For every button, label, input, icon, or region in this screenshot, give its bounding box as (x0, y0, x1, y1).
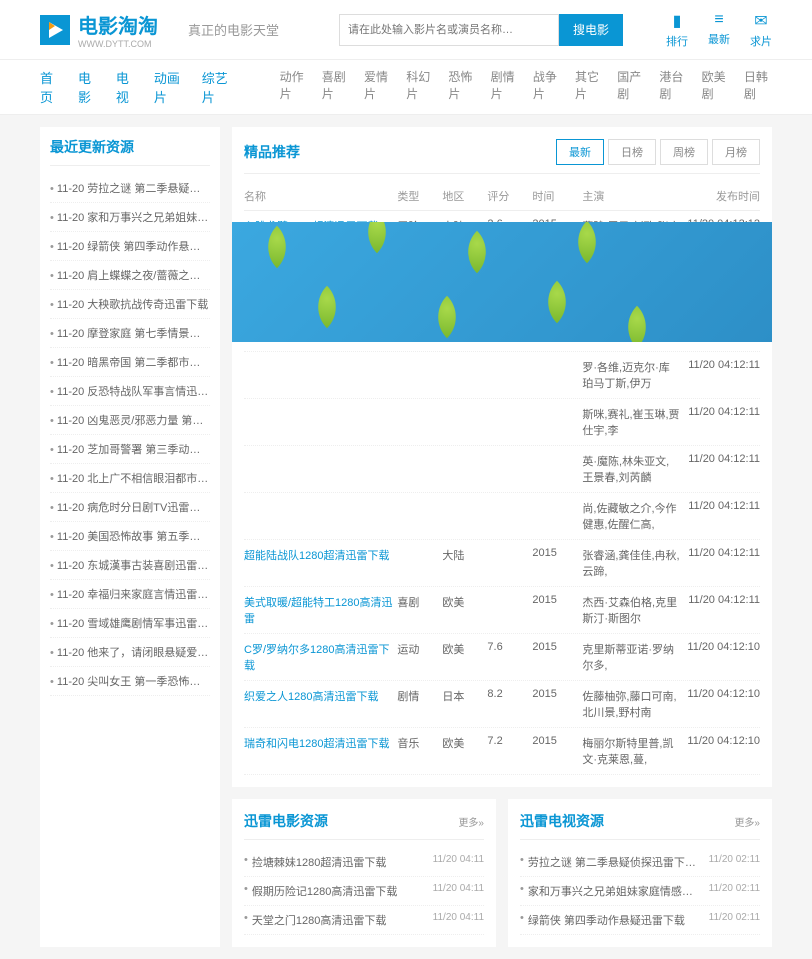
nav-sub-item[interactable]: 日韩剧 (744, 68, 772, 106)
sidebar-item[interactable]: 11-20 家和万事兴之兄弟姐妹家庭情感 (50, 203, 210, 232)
tv-res-more[interactable]: 更多» (734, 814, 760, 829)
top-nav-rank[interactable]: ▮排行 (666, 11, 688, 49)
tv-res-panel: 迅雷电视资源 更多» 劳拉之谜 第二季悬疑侦探迅雷下…11/20 02:11家和… (508, 799, 772, 947)
nav-main: 首页电影电视动画片综艺片 (40, 68, 232, 106)
tab[interactable]: 最新 (556, 139, 604, 165)
nav-sub-item[interactable]: 剧情片 (491, 68, 519, 106)
logo[interactable]: 电影淘淘 WWW.DYTT.COM (40, 10, 158, 49)
featured-tabs: 最新日榜周榜月榜 (556, 139, 760, 165)
table-header: 名称 类型 地区 评分 时间 主演 发布时间 (244, 182, 760, 211)
table-row[interactable]: 瑞奇和闪电1280超清迅雷下载音乐欧美7.22015梅丽尔斯特里普,凯文·克莱恩… (244, 728, 760, 775)
tab[interactable]: 周榜 (660, 139, 708, 165)
table-row[interactable]: 织爱之人1280高清迅雷下载剧情日本8.22015佐藤柚弥,藤口可南,北川景,野… (244, 681, 760, 728)
list-item[interactable]: 假期历险记1280高清迅雷下载11/20 04:11 (244, 877, 484, 906)
sidebar-item[interactable]: 11-20 幸福归来家庭言情迅雷下载 (50, 580, 210, 609)
sidebar-item[interactable]: 11-20 雪域雄鹰剧情军事迅雷下载 (50, 609, 210, 638)
chart-icon: ▮ (673, 11, 682, 31)
table-row[interactable]: C罗/罗纳尔多1280高清迅雷下载运动欧美7.62015克里斯蒂亚诺·罗纳尔多,… (244, 634, 760, 681)
sidebar-item[interactable]: 11-20 芝加哥警署 第三季动作剧情迅 (50, 435, 210, 464)
movie-res-title: 迅雷电影资源 (244, 811, 328, 831)
table-row[interactable]: 美式取暖/超能特工1280高清迅雷喜剧欧美2015杰西·艾森伯格,克里斯汀·斯图… (244, 587, 760, 634)
tv-res-list: 劳拉之谜 第二季悬疑侦探迅雷下…11/20 02:11家和万事兴之兄弟姐妹家庭情… (520, 848, 760, 935)
sidebar-item[interactable]: 11-20 美国恐怖故事 第五季恐怖悬疑 (50, 522, 210, 551)
sidebar-item[interactable]: 11-20 病危时分日剧TV迅雷下载 (50, 493, 210, 522)
top-nav-request[interactable]: ✉求片 (750, 11, 772, 49)
sidebar-item[interactable]: 11-20 肩上蝶蝶之夜/蔷薇之恋迅雷下载 (50, 261, 210, 290)
tab[interactable]: 月榜 (712, 139, 760, 165)
nav-sub-item[interactable]: 港台剧 (659, 68, 687, 106)
tv-res-title: 迅雷电视资源 (520, 811, 604, 831)
nav-main-item[interactable]: 综艺片 (202, 68, 232, 106)
logo-text-cn: 电影淘淘 (78, 10, 158, 39)
table-row[interactable]: 斯咪,赛礼,崔玉琳,贾仕宇,李11/20 04:12:11 (244, 399, 760, 446)
movie-res-list: 捡塘棘妹1280超清迅雷下载11/20 04:11假期历险记1280高清迅雷下载… (244, 848, 484, 935)
logo-icon (40, 15, 70, 45)
nav-sub-item[interactable]: 喜剧片 (322, 68, 350, 106)
nav-main-item[interactable]: 首页 (40, 68, 60, 106)
nav-bar: 首页电影电视动画片综艺片 动作片喜剧片爱情片科幻片恐怖片剧情片战争片其它片国产剧… (0, 60, 812, 115)
message-icon: ✉ (754, 11, 767, 31)
list-item[interactable]: 绿箭侠 第四季动作悬疑迅雷下载11/20 02:11 (520, 906, 760, 935)
slogan: 真正的电影天堂 (188, 20, 279, 39)
nav-sub-item[interactable]: 国产剧 (617, 68, 645, 106)
nav-sub-item[interactable]: 恐怖片 (448, 68, 476, 106)
tab[interactable]: 日榜 (608, 139, 656, 165)
movie-res-panel: 迅雷电影资源 更多» 捡塘棘妹1280超清迅雷下载11/20 04:11假期历险… (232, 799, 496, 947)
nav-main-item[interactable]: 电视 (116, 68, 136, 106)
table-row[interactable]: 英·魔陈,林朱亚文,王景春,刘芮麟11/20 04:12:11 (244, 446, 760, 493)
sidebar-list: 11-20 劳拉之谜 第二季悬疑侦探迅雷11-20 家和万事兴之兄弟姐妹家庭情感… (50, 174, 210, 696)
featured-title: 精品推荐 (244, 142, 300, 162)
nav-sub-item[interactable]: 动作片 (280, 68, 308, 106)
nav-main-item[interactable]: 动画片 (154, 68, 184, 106)
sidebar-item[interactable]: 11-20 东城漢事古装喜剧迅雷下载 (50, 551, 210, 580)
sidebar-item[interactable]: 11-20 北上广不相信眼泪都市言情迅雷 (50, 464, 210, 493)
nav-sub-item[interactable]: 战争片 (533, 68, 561, 106)
sidebar-item[interactable]: 11-20 他来了，请闭眼悬疑爱情迅雷下 (50, 638, 210, 667)
list-item[interactable]: 天堂之门1280高清迅雷下载11/20 04:11 (244, 906, 484, 935)
sidebar-item[interactable]: 11-20 大秧歌抗战传奇迅雷下载 (50, 290, 210, 319)
search-input[interactable] (339, 14, 559, 46)
sidebar: 最近更新资源 11-20 劳拉之谜 第二季悬疑侦探迅雷11-20 家和万事兴之兄… (40, 127, 220, 947)
nav-sub: 动作片喜剧片爱情片科幻片恐怖片剧情片战争片其它片国产剧港台剧欧美剧日韩剧 (280, 68, 772, 106)
sidebar-item[interactable]: 11-20 劳拉之谜 第二季悬疑侦探迅雷 (50, 174, 210, 203)
nav-sub-item[interactable]: 爱情片 (364, 68, 392, 106)
top-nav-latest[interactable]: ≡最新 (708, 11, 730, 49)
sidebar-item[interactable]: 11-20 反恐特战队军事言情迅雷下载 (50, 377, 210, 406)
search-box: 搜电影 (339, 14, 623, 46)
nav-main-item[interactable]: 电影 (78, 68, 98, 106)
top-nav: ▮排行 ≡最新 ✉求片 (666, 11, 772, 49)
sidebar-item[interactable]: 11-20 摩登家庭 第七季情景喜剧迅雷 (50, 319, 210, 348)
sidebar-item[interactable]: 11-20 暗黑帝国 第二季都市剧情迅雷 (50, 348, 210, 377)
table-row[interactable]: 罗·各维,迈克尔·库珀马丁斯,伊万11/20 04:12:11 (244, 352, 760, 399)
logo-text-en: WWW.DYTT.COM (78, 39, 158, 49)
table-row[interactable]: 超能陆战队1280超清迅雷下载大陆2015张睿涵,龚佳佳,冉秋,云蹄,11/20… (244, 540, 760, 587)
ad-overlay[interactable] (232, 222, 772, 342)
featured-panel: 精品推荐 最新日榜周榜月榜 名称 类型 地区 评分 时间 主演 发布时间 心跳戈… (232, 127, 772, 787)
sidebar-title: 最近更新资源 (50, 137, 210, 166)
sidebar-item[interactable]: 11-20 尖叫女王 第一季恐怖喜剧迅雷 (50, 667, 210, 696)
nav-sub-item[interactable]: 其它片 (575, 68, 603, 106)
list-item[interactable]: 家和万事兴之兄弟姐妹家庭情感…11/20 02:11 (520, 877, 760, 906)
list-icon: ≡ (714, 11, 723, 29)
list-item[interactable]: 捡塘棘妹1280超清迅雷下载11/20 04:11 (244, 848, 484, 877)
table-row[interactable]: 尚,佐藏敏之介,今作健惠,佐醒仁高,11/20 04:12:11 (244, 493, 760, 540)
list-item[interactable]: 劳拉之谜 第二季悬疑侦探迅雷下…11/20 02:11 (520, 848, 760, 877)
search-button[interactable]: 搜电影 (559, 14, 623, 46)
movie-res-more[interactable]: 更多» (458, 814, 484, 829)
nav-sub-item[interactable]: 欧美剧 (702, 68, 730, 106)
nav-sub-item[interactable]: 科幻片 (406, 68, 434, 106)
sidebar-item[interactable]: 11-20 绿箭侠 第四季动作悬疑迅雷下 (50, 232, 210, 261)
sidebar-item[interactable]: 11-20 凶鬼恶灵/邪恶力量 第十一季魔 (50, 406, 210, 435)
header: 电影淘淘 WWW.DYTT.COM 真正的电影天堂 搜电影 ▮排行 ≡最新 ✉求… (0, 0, 812, 60)
